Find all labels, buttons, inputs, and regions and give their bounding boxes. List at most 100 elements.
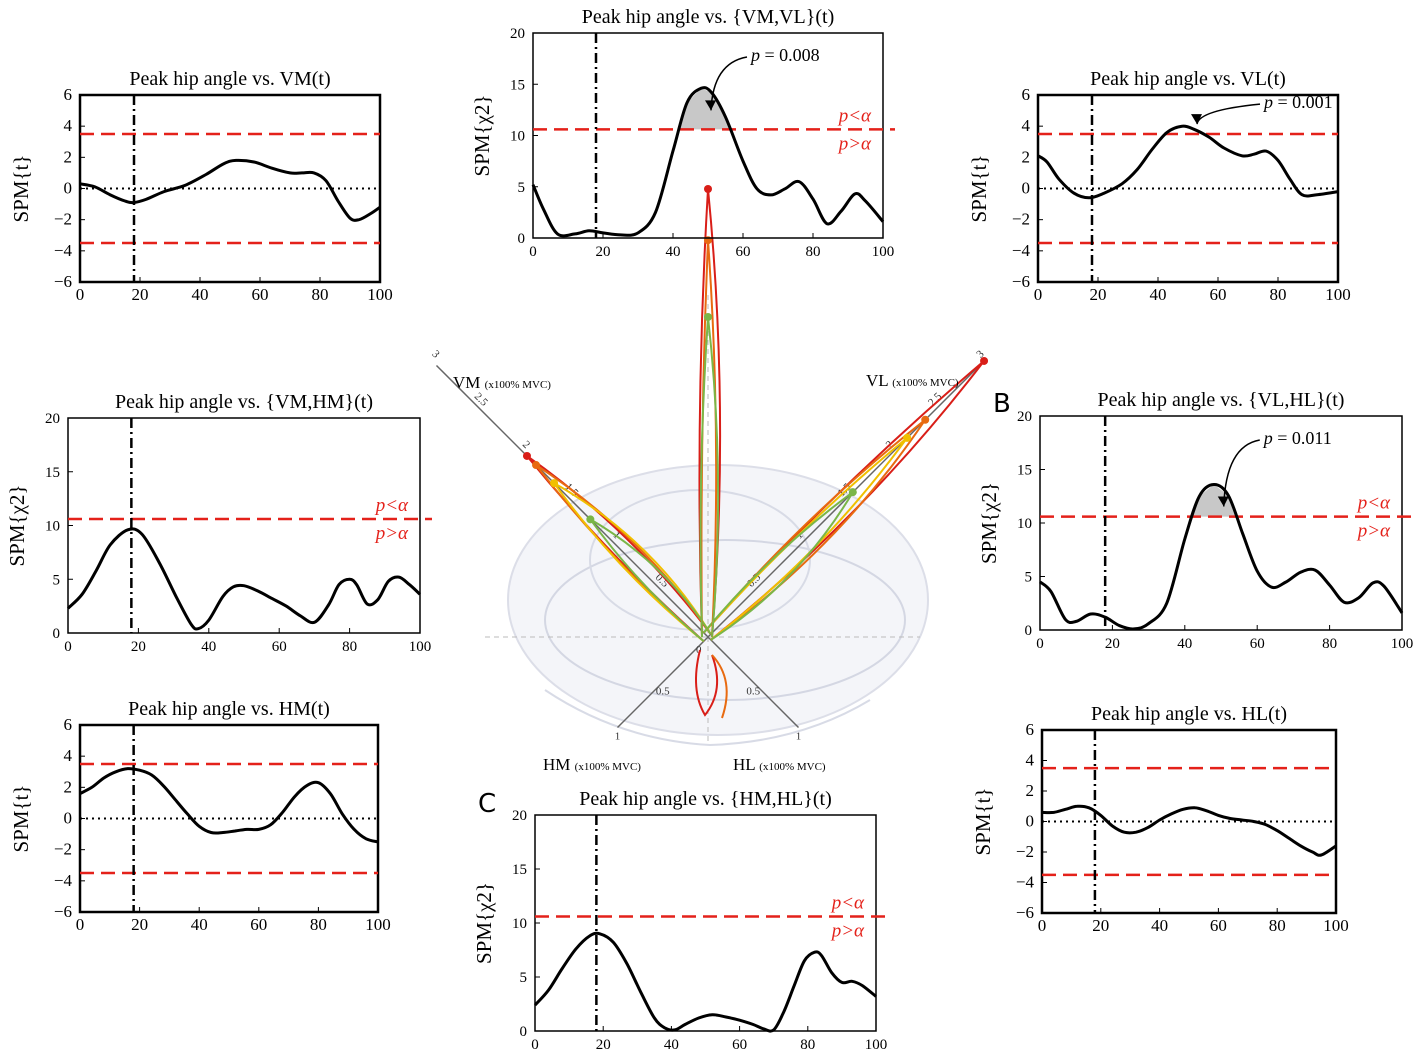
spm-curve [79, 158, 381, 222]
y-tick-label: 20 [512, 808, 527, 824]
y-tick-label: −4 [54, 871, 73, 890]
alpha-label-above: p<α [1356, 493, 1391, 514]
y-axis-label: SPM{χ2} [977, 482, 1001, 564]
y-tick-label: −4 [1012, 241, 1031, 260]
x-tick-label: 60 [1210, 285, 1227, 304]
trace-peak-dot [903, 433, 912, 442]
y-tick-label: 15 [45, 465, 60, 481]
x-tick-label: 40 [1150, 285, 1167, 304]
panel-title: Peak hip angle vs. HL(t) [1091, 703, 1287, 725]
y-tick-label: 2 [64, 777, 73, 796]
x-tick-label: 80 [1269, 916, 1286, 935]
vm-axis-label: VM (x100% MVC) [453, 373, 551, 392]
hm-axis-label: HM (x100% MVC) [543, 755, 641, 774]
hl-axis-label: HL (x100% MVC) [733, 755, 826, 774]
x-tick-label: 20 [596, 1037, 611, 1053]
y-tick-label: −4 [1016, 873, 1035, 892]
panel-hm: 0 20 40 60 80 100 −6 −4 −2 0 2 4 6 Peak hip angle vs.… [9, 698, 391, 934]
x-tick-label: 60 [252, 285, 269, 304]
y-tick-label: 0 [520, 1024, 528, 1040]
trace-peak-dot [848, 488, 857, 497]
x-tick-label: 100 [1323, 916, 1349, 935]
emg-trace [711, 654, 728, 719]
trace-peak-dot [550, 479, 559, 488]
y-tick-label: 20 [1017, 409, 1032, 425]
y-tick-label: −2 [1016, 842, 1034, 861]
y-tick-label: −6 [1016, 903, 1034, 922]
alpha-label-above: p<α [830, 893, 865, 914]
y-tick-label: 20 [45, 411, 60, 427]
panel-title: Peak hip angle vs. {VM,VL}(t) [582, 6, 835, 28]
p-value-label: p = 0.001 [1262, 92, 1333, 112]
x-tick-label: 20 [1090, 285, 1107, 304]
x-tick-label: 40 [191, 915, 208, 934]
x-tick-label: 40 [201, 639, 216, 655]
y-tick-label: 6 [1022, 85, 1031, 104]
x-tick-label: 20 [131, 915, 148, 934]
y-tick-label: 0 [1022, 179, 1031, 198]
x-tick-label: 20 [596, 244, 611, 260]
spm-curve [533, 931, 877, 1033]
alpha-label-above: p<α [837, 105, 872, 126]
y-tick-label: 10 [510, 129, 525, 145]
trace-peak-dot [586, 515, 595, 524]
y-tick-label: 5 [53, 572, 61, 588]
x-tick-label: 100 [865, 1037, 888, 1053]
x-tick-label: 20 [1092, 916, 1109, 935]
x-tick-label: 60 [250, 915, 267, 934]
spm-curve [1041, 804, 1337, 857]
panel-vl: 0 20 40 60 80 100 −6 −4 −2 0 2 4 6 Peak hip angle vs.… [967, 68, 1351, 304]
hl-axis-tick: 0.5 [746, 685, 760, 697]
arrow-head [1217, 496, 1229, 507]
p-value-arrow [1196, 103, 1261, 125]
spm-curve [1039, 483, 1404, 631]
x-tick-label: 0 [76, 285, 85, 304]
emg-trace [695, 649, 719, 717]
y-tick-label: 10 [512, 916, 527, 932]
y-tick-label: 5 [518, 180, 526, 196]
plot-frame [532, 32, 884, 239]
plot-frame [1040, 728, 1338, 915]
panel-title: Peak hip angle vs. VM(t) [129, 68, 330, 90]
alpha-label-above: p<α [374, 495, 409, 516]
trace-peak-dot [704, 313, 712, 321]
plot-frame [534, 814, 877, 1032]
hm-axis [616, 636, 709, 729]
spm-curve [79, 767, 379, 844]
y-tick-label: −2 [54, 210, 72, 229]
x-tick-label: 80 [342, 639, 357, 655]
panel-vmvl: 0 20 40 60 80 100 0 5 10 15 20 Peak hip angle vs. {… [470, 6, 895, 260]
y-axis-label: SPM{χ2} [470, 94, 494, 176]
background-contour [544, 539, 906, 701]
x-tick-label: 0 [76, 915, 85, 934]
y-axis-label: SPM{χ2} [472, 882, 496, 964]
x-tick-label: 80 [312, 285, 329, 304]
x-tick-label: 100 [1325, 285, 1351, 304]
vl-axis [707, 364, 981, 638]
spm-curve [531, 86, 885, 238]
x-tick-label: 20 [1105, 636, 1120, 652]
alpha-label-below: p>α [374, 523, 409, 544]
x-tick-label: 20 [131, 639, 146, 655]
y-tick-label: 15 [1017, 463, 1032, 479]
panel-vm: 0 20 40 60 80 100 −6 −4 −2 0 2 4 6 Peak hip angle vs.… [9, 68, 393, 304]
x-tick-label: 40 [666, 244, 681, 260]
y-tick-label: 0 [53, 626, 61, 642]
x-tick-label: 80 [800, 1037, 815, 1053]
arrow-head [705, 100, 716, 111]
x-tick-label: 60 [1250, 636, 1265, 652]
y-tick-label: 15 [512, 862, 527, 878]
x-tick-label: 100 [365, 915, 391, 934]
panel-title: Peak hip angle vs. {VL,HL}(t) [1098, 389, 1345, 411]
suprathreshold-cluster [1192, 484, 1237, 517]
panel-title: Peak hip angle vs. {VM,HM}(t) [115, 391, 373, 413]
x-tick-label: 60 [1210, 916, 1227, 935]
panel-title: Peak hip angle vs. HM(t) [128, 698, 330, 720]
panel-title: Peak hip angle vs. VL(t) [1090, 68, 1286, 90]
x-tick-label: 40 [192, 285, 209, 304]
alpha-label-below: p>α [1356, 521, 1391, 542]
x-tick-label: 60 [736, 244, 751, 260]
x-tick-label: 100 [367, 285, 393, 304]
